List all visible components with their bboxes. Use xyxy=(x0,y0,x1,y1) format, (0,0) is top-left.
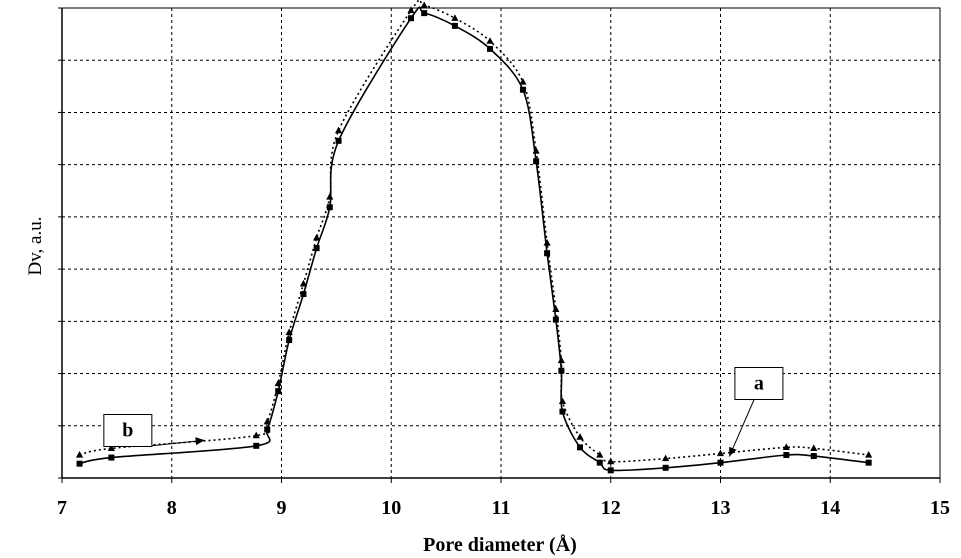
callout-label-b: b xyxy=(122,419,133,441)
marker-triangle-series-b xyxy=(420,1,428,9)
marker-square-series-a xyxy=(596,459,603,466)
marker-square-series-a xyxy=(487,45,494,52)
marker-square-series-a xyxy=(286,337,293,344)
marker-triangle-series-b xyxy=(596,451,604,458)
marker-square-series-a xyxy=(451,22,458,29)
marker-triangle-series-b xyxy=(407,6,415,14)
marker-square-series-a xyxy=(264,426,271,433)
callout-arrow-b xyxy=(144,439,205,447)
marker-triangle-series-b xyxy=(263,417,271,425)
marker-square-series-a xyxy=(577,444,584,451)
callout-arrow-a xyxy=(728,399,755,457)
marker-square-series-a xyxy=(552,316,559,323)
x-tick-label: 9 xyxy=(277,497,287,519)
marker-triangle-series-b xyxy=(486,37,494,44)
marker-square-series-a xyxy=(717,459,724,466)
marker-triangle-series-b xyxy=(558,397,567,404)
marker-square-series-a xyxy=(335,137,342,144)
marker-triangle-series-b xyxy=(313,233,321,241)
marker-triangle-series-b xyxy=(662,454,670,462)
marker-triangle-series-b xyxy=(519,78,527,85)
series-line-b xyxy=(79,0,869,463)
marker-square-series-a xyxy=(76,460,83,467)
marker-triangle-series-b xyxy=(576,433,584,440)
marker-square-series-a xyxy=(313,245,320,252)
callout-arrowhead-a xyxy=(729,446,737,457)
marker-triangle-series-b xyxy=(285,328,293,336)
x-tick-label: 15 xyxy=(930,497,950,519)
x-tick-label: 11 xyxy=(492,497,511,519)
grid-lines xyxy=(62,8,941,478)
marker-triangle-series-b xyxy=(299,279,308,287)
x-tick-labels: 7 8 9 10 11 12 13 14 15 xyxy=(57,497,950,519)
x-axis-label: Pore diameter (Å) xyxy=(423,533,577,556)
marker-triangle-series-b xyxy=(557,356,565,364)
series-line-a xyxy=(79,6,869,472)
x-tick-label: 8 xyxy=(167,497,177,519)
marker-square-series-a xyxy=(559,408,566,415)
marker-triangle-series-b xyxy=(716,449,725,457)
marker-triangle-series-b xyxy=(552,305,560,313)
marker-triangle-series-b xyxy=(543,239,551,246)
marker-square-series-a xyxy=(253,442,260,449)
callout-label-a: a xyxy=(754,372,764,394)
x-tick-label: 14 xyxy=(820,497,840,519)
marker-triangle-series-b xyxy=(451,14,459,21)
marker-square-series-a xyxy=(865,459,872,466)
callout-box-a xyxy=(734,366,784,400)
marker-triangle-series-b xyxy=(334,126,343,134)
x-tick-label: 12 xyxy=(601,497,621,519)
marker-square-series-a xyxy=(275,388,282,395)
marker-square-series-a xyxy=(300,291,307,298)
marker-triangle-series-b xyxy=(274,379,282,387)
marker-triangle-series-b xyxy=(782,443,790,450)
series-group xyxy=(75,0,873,474)
marker-triangle-series-b xyxy=(607,457,615,465)
x-tick-label: 10 xyxy=(381,497,401,519)
callout-arrowhead-b xyxy=(195,437,205,446)
marker-square-series-a xyxy=(421,10,428,17)
x-tick-label: 13 xyxy=(711,497,731,519)
marker-square-series-a xyxy=(533,158,540,165)
marker-triangle-series-b xyxy=(532,147,540,154)
marker-square-series-a xyxy=(519,86,526,93)
marker-square-series-a xyxy=(783,452,790,459)
y-axis-label: Dv, a.u. xyxy=(25,217,46,276)
marker-square-series-a xyxy=(408,15,415,22)
callout-box-b xyxy=(103,413,153,447)
marker-square-series-a xyxy=(544,250,551,257)
plot-axes xyxy=(58,7,941,483)
marker-triangle-series-b xyxy=(865,451,873,458)
marker-triangle-series-b xyxy=(810,444,818,451)
annotations-group: ba xyxy=(103,366,784,457)
marker-square-series-a xyxy=(326,204,333,211)
marker-square-series-a xyxy=(810,453,817,460)
marker-triangle-series-b xyxy=(107,444,115,451)
marker-triangle-series-b xyxy=(326,193,334,200)
marker-square-series-a xyxy=(108,454,115,461)
marker-triangle-series-b xyxy=(252,431,260,439)
marker-square-series-a xyxy=(662,464,669,471)
x-tick-label: 7 xyxy=(57,497,67,519)
marker-square-series-a xyxy=(607,467,614,474)
marker-triangle-series-b xyxy=(75,451,84,458)
